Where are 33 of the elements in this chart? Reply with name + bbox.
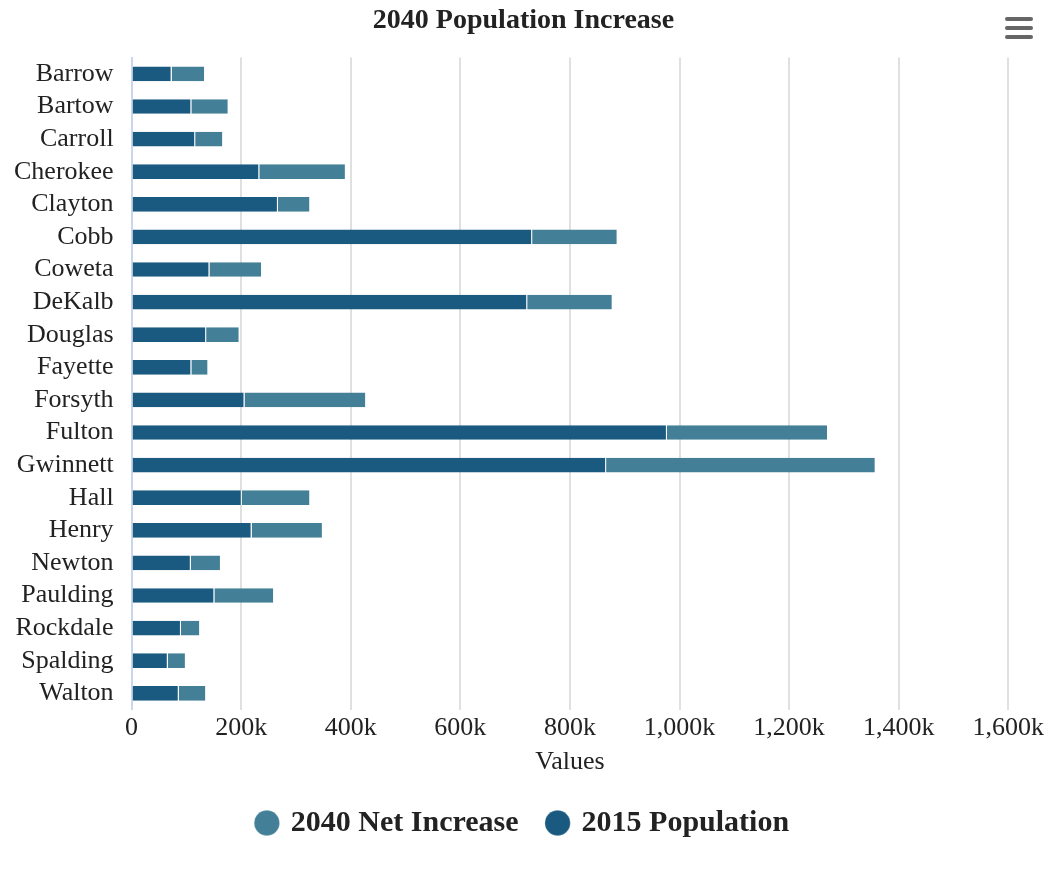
x-tick-label: 400k xyxy=(324,712,377,742)
x-axis-title: Values xyxy=(535,746,605,776)
x-tick-label: 0 xyxy=(125,712,139,742)
y-tick-label: Cobb xyxy=(57,220,114,250)
y-tick-label: Douglas xyxy=(26,318,114,348)
x-tick-label: 1,200k xyxy=(753,712,825,742)
x-tick-label: 600k xyxy=(434,712,487,742)
y-tick-label: Walton xyxy=(39,677,114,707)
x-tick-label: 200k xyxy=(215,712,268,742)
y-tick-label: Rockdale xyxy=(15,611,114,641)
x-tick-label: 800k xyxy=(543,712,596,742)
y-tick-label: Carroll xyxy=(39,122,114,152)
x-tick-label: 1,600k xyxy=(972,712,1044,742)
legend-label: 2040 Net Increase xyxy=(290,803,519,837)
y-tick-label: Cherokee xyxy=(14,155,114,185)
legend-label: 2015 Population xyxy=(581,803,790,837)
y-tick-label: Barrow xyxy=(35,57,114,87)
y-tick-label: Clayton xyxy=(31,188,114,218)
y-tick-label: DeKalb xyxy=(32,285,114,315)
y-tick-label: Fulton xyxy=(45,416,114,446)
x-tick-label: 1,400k xyxy=(862,712,935,742)
y-tick-label: Paulding xyxy=(21,579,114,609)
y-tick-label: Henry xyxy=(48,514,114,544)
y-tick-label: Fayette xyxy=(37,351,114,381)
y-tick-label: Bartow xyxy=(37,90,114,120)
y-tick-label: Gwinnett xyxy=(16,448,115,478)
chart-title: 2040 Population Increase xyxy=(372,3,675,35)
y-tick-label: Spalding xyxy=(21,644,114,674)
y-tick-label: Forsyth xyxy=(34,383,114,413)
x-tick-label: 1,000k xyxy=(643,712,716,742)
y-tick-label: Newton xyxy=(31,546,114,576)
y-tick-label: Coweta xyxy=(34,253,115,283)
y-tick-label: Hall xyxy=(68,481,114,511)
